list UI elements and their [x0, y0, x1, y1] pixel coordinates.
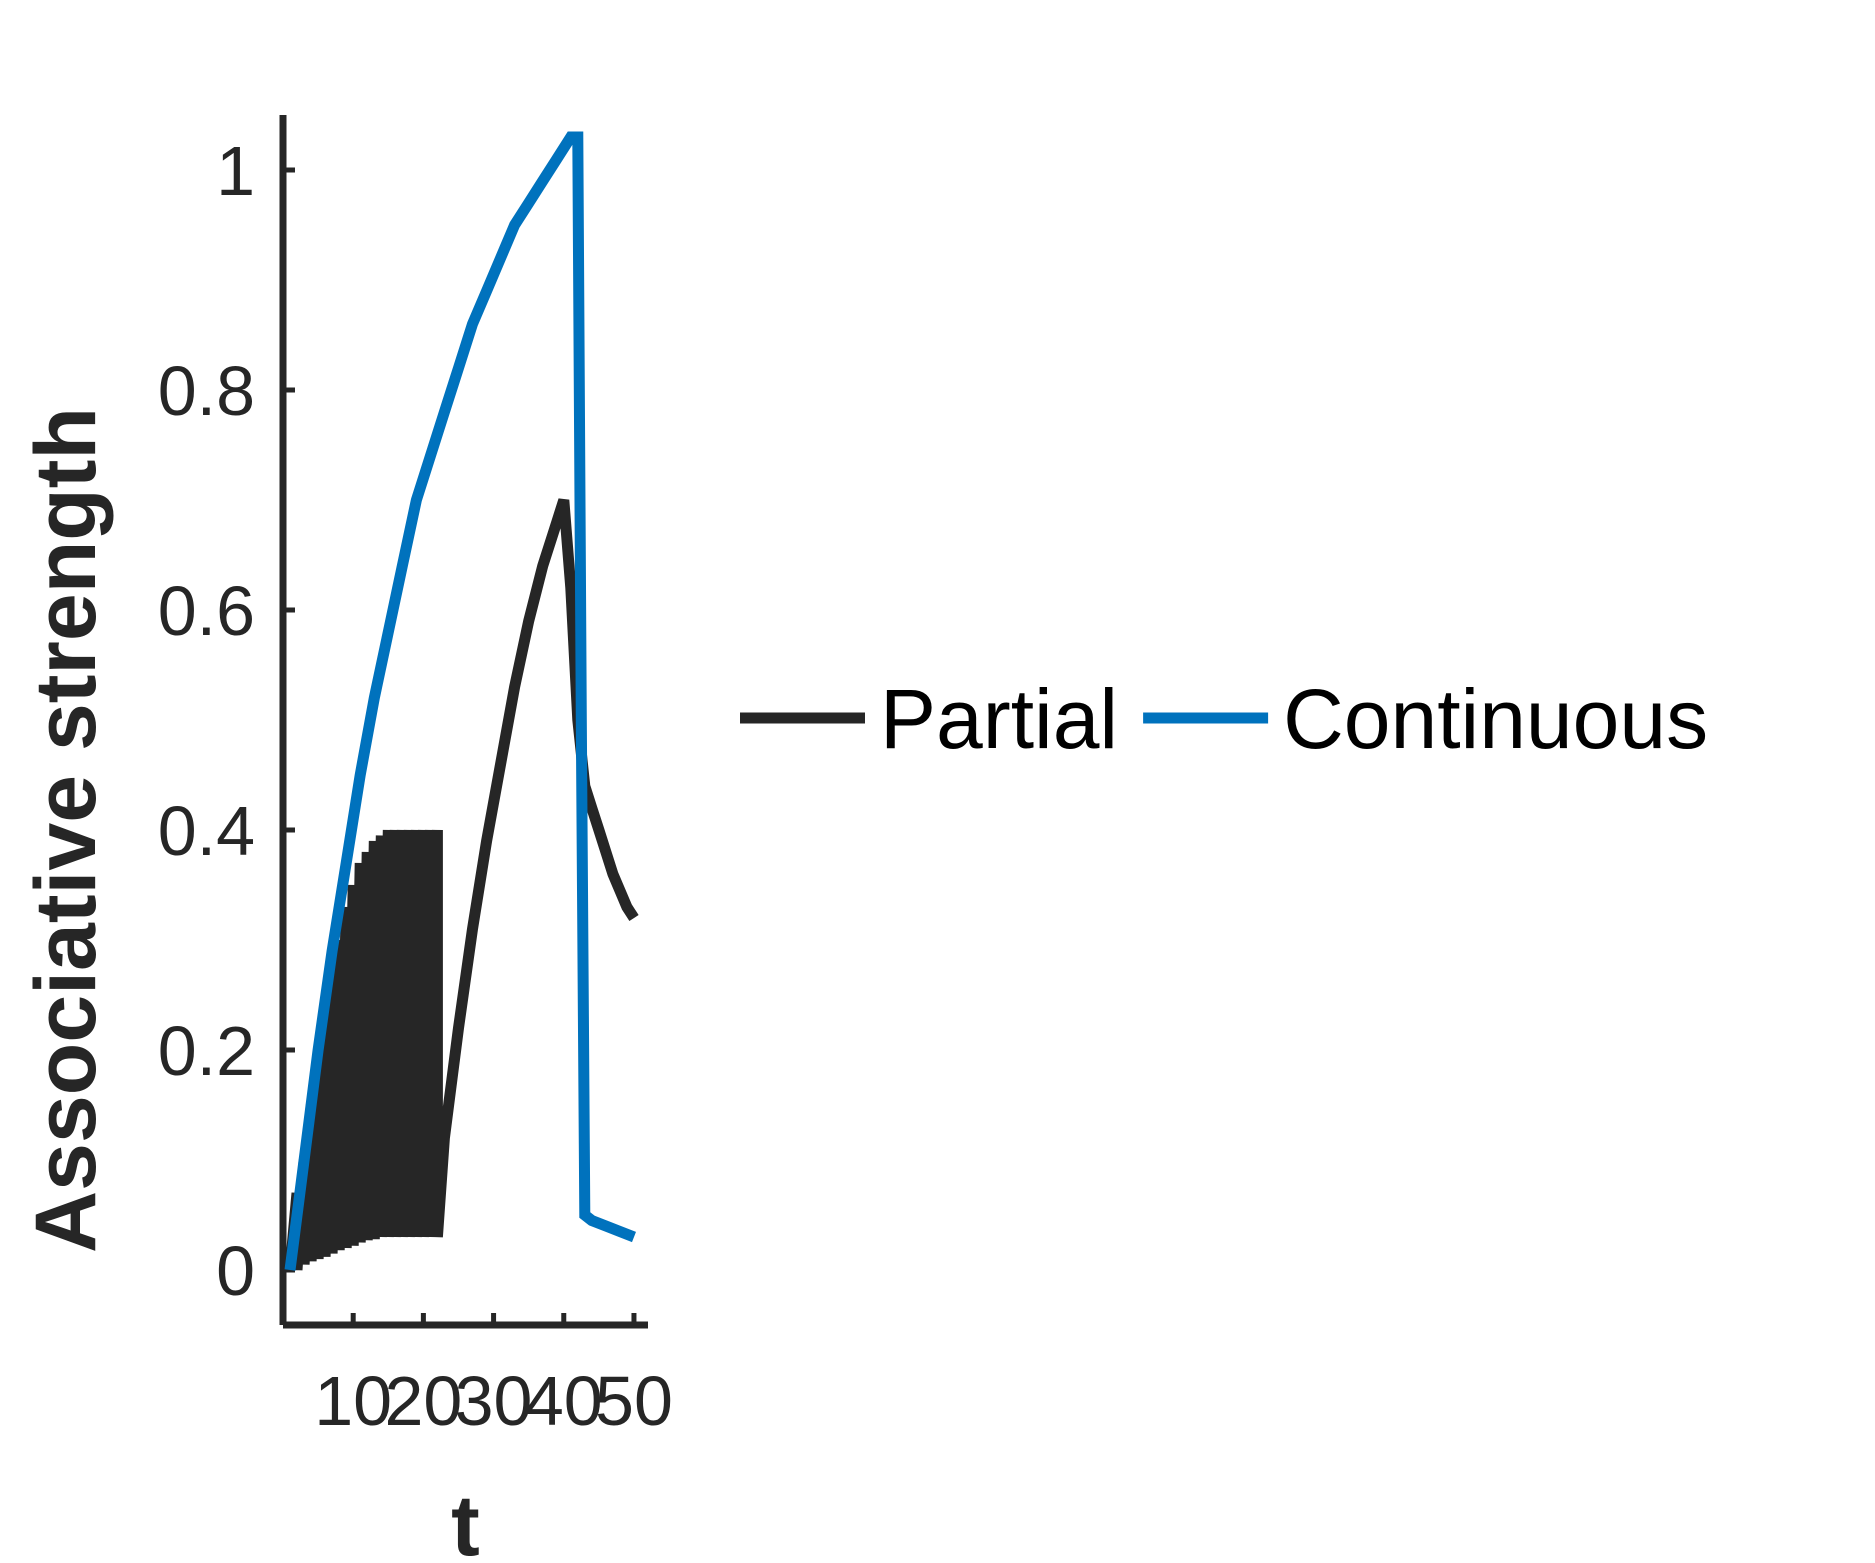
y-tick-label: 0	[216, 1232, 255, 1310]
legend-item-partial[interactable]: Partial	[740, 672, 1118, 766]
x-tick-label: 10	[314, 1362, 392, 1440]
x-tick-label: 30	[455, 1362, 533, 1440]
y-tick-label: 0.2	[158, 1012, 255, 1090]
series-layer	[284, 131, 639, 1271]
x-tick-label: 20	[384, 1362, 462, 1440]
series-line-partial	[284, 498, 639, 1271]
y-tick-label: 0.8	[158, 352, 255, 430]
series-line-continuous	[284, 131, 636, 1271]
y-tick-label: 1	[216, 132, 255, 210]
x-tick-label: 40	[525, 1362, 603, 1440]
y-axis-label: Associative strength	[18, 407, 114, 1253]
y-tick-label: 0.4	[158, 792, 255, 870]
y-tick-label: 0.6	[158, 572, 255, 650]
x-tick-label: 50	[595, 1362, 673, 1440]
legend-label: Partial	[880, 672, 1118, 766]
legend-label: Continuous	[1283, 672, 1708, 766]
axes	[279, 115, 648, 1329]
legend-item-continuous[interactable]: Continuous	[1143, 672, 1708, 766]
x-axis-label: t	[451, 1478, 480, 1563]
legend[interactable]: Partial Continuous	[740, 672, 1708, 766]
